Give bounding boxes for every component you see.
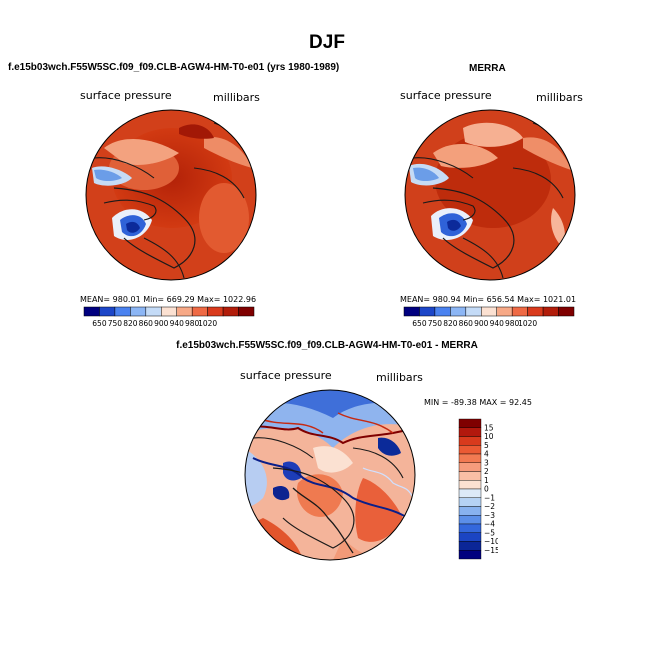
colorbar-tick-label: 860	[459, 319, 474, 328]
colorbar-tick-label: −4	[484, 520, 495, 529]
page-title: DJF	[309, 32, 345, 53]
colorbar-swatch	[558, 306, 575, 317]
colorbar-swatch	[145, 306, 162, 317]
colorbar-swatch	[458, 427, 482, 437]
colorbar-tick-label: −2	[484, 502, 495, 511]
colorbar-swatch	[481, 306, 497, 317]
panel-3-variable-label: surface pressure	[240, 369, 332, 382]
colorbar-tick-label: −5	[484, 528, 495, 537]
panel-1-stats: MEAN= 980.01 Min= 669.29 Max= 1022.96	[80, 295, 257, 304]
colorbar-swatch	[458, 523, 482, 533]
colorbar-swatch	[403, 306, 420, 317]
colorbar-swatch	[176, 306, 193, 317]
colorbar-swatch	[222, 306, 239, 317]
panel-3-stats: MIN = -89.38 MAX = 92.45	[424, 398, 532, 407]
colorbar-tick-label: 1	[484, 476, 489, 485]
panel-2-polar-map	[404, 109, 576, 281]
colorbar-swatch	[458, 550, 482, 560]
colorbar-swatch	[99, 306, 116, 317]
colorbar-swatch	[458, 445, 482, 455]
colorbar-swatch	[458, 462, 482, 472]
colorbar-tick-label: 980	[185, 319, 200, 328]
panel-2-units-label: millibars	[536, 91, 583, 104]
colorbar-swatch	[130, 306, 147, 317]
colorbar-swatch	[496, 306, 513, 317]
colorbar-tick-label: −3	[484, 511, 495, 520]
colorbar-swatch	[511, 306, 528, 317]
colorbar-swatch	[458, 471, 482, 481]
colorbar-tick-label: 940	[170, 319, 185, 328]
panel-2-stats: MEAN= 980.94 Min= 656.54 Max= 1021.01	[400, 295, 577, 304]
colorbar-swatch	[450, 306, 467, 317]
panel-2-title: MERRA	[469, 63, 506, 74]
panel-3-units-label: millibars	[376, 371, 423, 384]
panel-1-polar-map	[85, 109, 257, 281]
colorbar-swatch	[161, 306, 177, 317]
colorbar-tick-label: −1	[484, 493, 495, 502]
colorbar-tick-label: 820	[123, 319, 138, 328]
panel-1-title: f.e15b03wch.F55W5SC.f09_f09.CLB-AGW4-HM-…	[8, 62, 340, 73]
colorbar-swatch	[114, 306, 131, 317]
colorbar-swatch	[458, 480, 482, 490]
colorbar-tick-label: 820	[443, 319, 458, 328]
colorbar-tick-label: −10	[484, 537, 498, 546]
colorbar-tick-label: 0	[484, 485, 489, 494]
colorbar-swatch	[527, 306, 544, 317]
colorbar-swatch	[458, 541, 482, 551]
colorbar-tick-label: 4	[484, 450, 489, 459]
colorbar-swatch	[434, 306, 451, 317]
colorbar-swatch	[458, 453, 482, 463]
colorbar-swatch	[191, 306, 208, 317]
colorbar-tick-label: 750	[108, 319, 123, 328]
colorbar-swatch	[83, 306, 100, 317]
colorbar-swatch	[465, 306, 482, 317]
colorbar-tick-label: −15	[484, 546, 498, 555]
colorbar-swatch	[458, 418, 482, 428]
colorbar-tick-label: 650	[412, 319, 427, 328]
colorbar-swatch	[542, 306, 559, 317]
colorbar-swatch	[419, 306, 436, 317]
colorbar-tick-label: 3	[484, 458, 489, 467]
colorbar-swatch	[458, 488, 482, 498]
colorbar-tick-label: 650	[92, 319, 107, 328]
colorbar-swatch	[458, 515, 482, 525]
colorbar-tick-label: 15	[484, 423, 494, 432]
colorbar-tick-label: 860	[139, 319, 154, 328]
colorbar-tick-label: 750	[428, 319, 443, 328]
colorbar-swatch	[458, 436, 482, 446]
colorbar-swatch	[238, 306, 255, 317]
colorbar-tick-label: 2	[484, 467, 489, 476]
colorbar-swatch	[458, 506, 482, 516]
colorbar-swatch	[458, 532, 482, 542]
colorbar-tick-label: 5	[484, 441, 489, 450]
panel-3-title: f.e15b03wch.F55W5SC.f09_f09.CLB-AGW4-HM-…	[176, 340, 478, 351]
colorbar-tick-label: 900	[474, 319, 489, 328]
colorbar-tick-label: 1020	[198, 319, 217, 328]
panel-1-variable-label: surface pressure	[80, 89, 172, 102]
colorbar-tick-label: 980	[505, 319, 520, 328]
panel-2-variable-label: surface pressure	[400, 89, 492, 102]
panel-3-polar-map	[244, 389, 416, 561]
colorbar-swatch	[458, 497, 482, 507]
colorbar-tick-label: 940	[490, 319, 505, 328]
colorbar-swatch	[207, 306, 224, 317]
colorbar-tick-label: 900	[154, 319, 169, 328]
colorbar-tick-label: 1020	[518, 319, 537, 328]
panel-1-units-label: millibars	[213, 91, 260, 104]
colorbar-tick-label: 10	[484, 432, 494, 441]
